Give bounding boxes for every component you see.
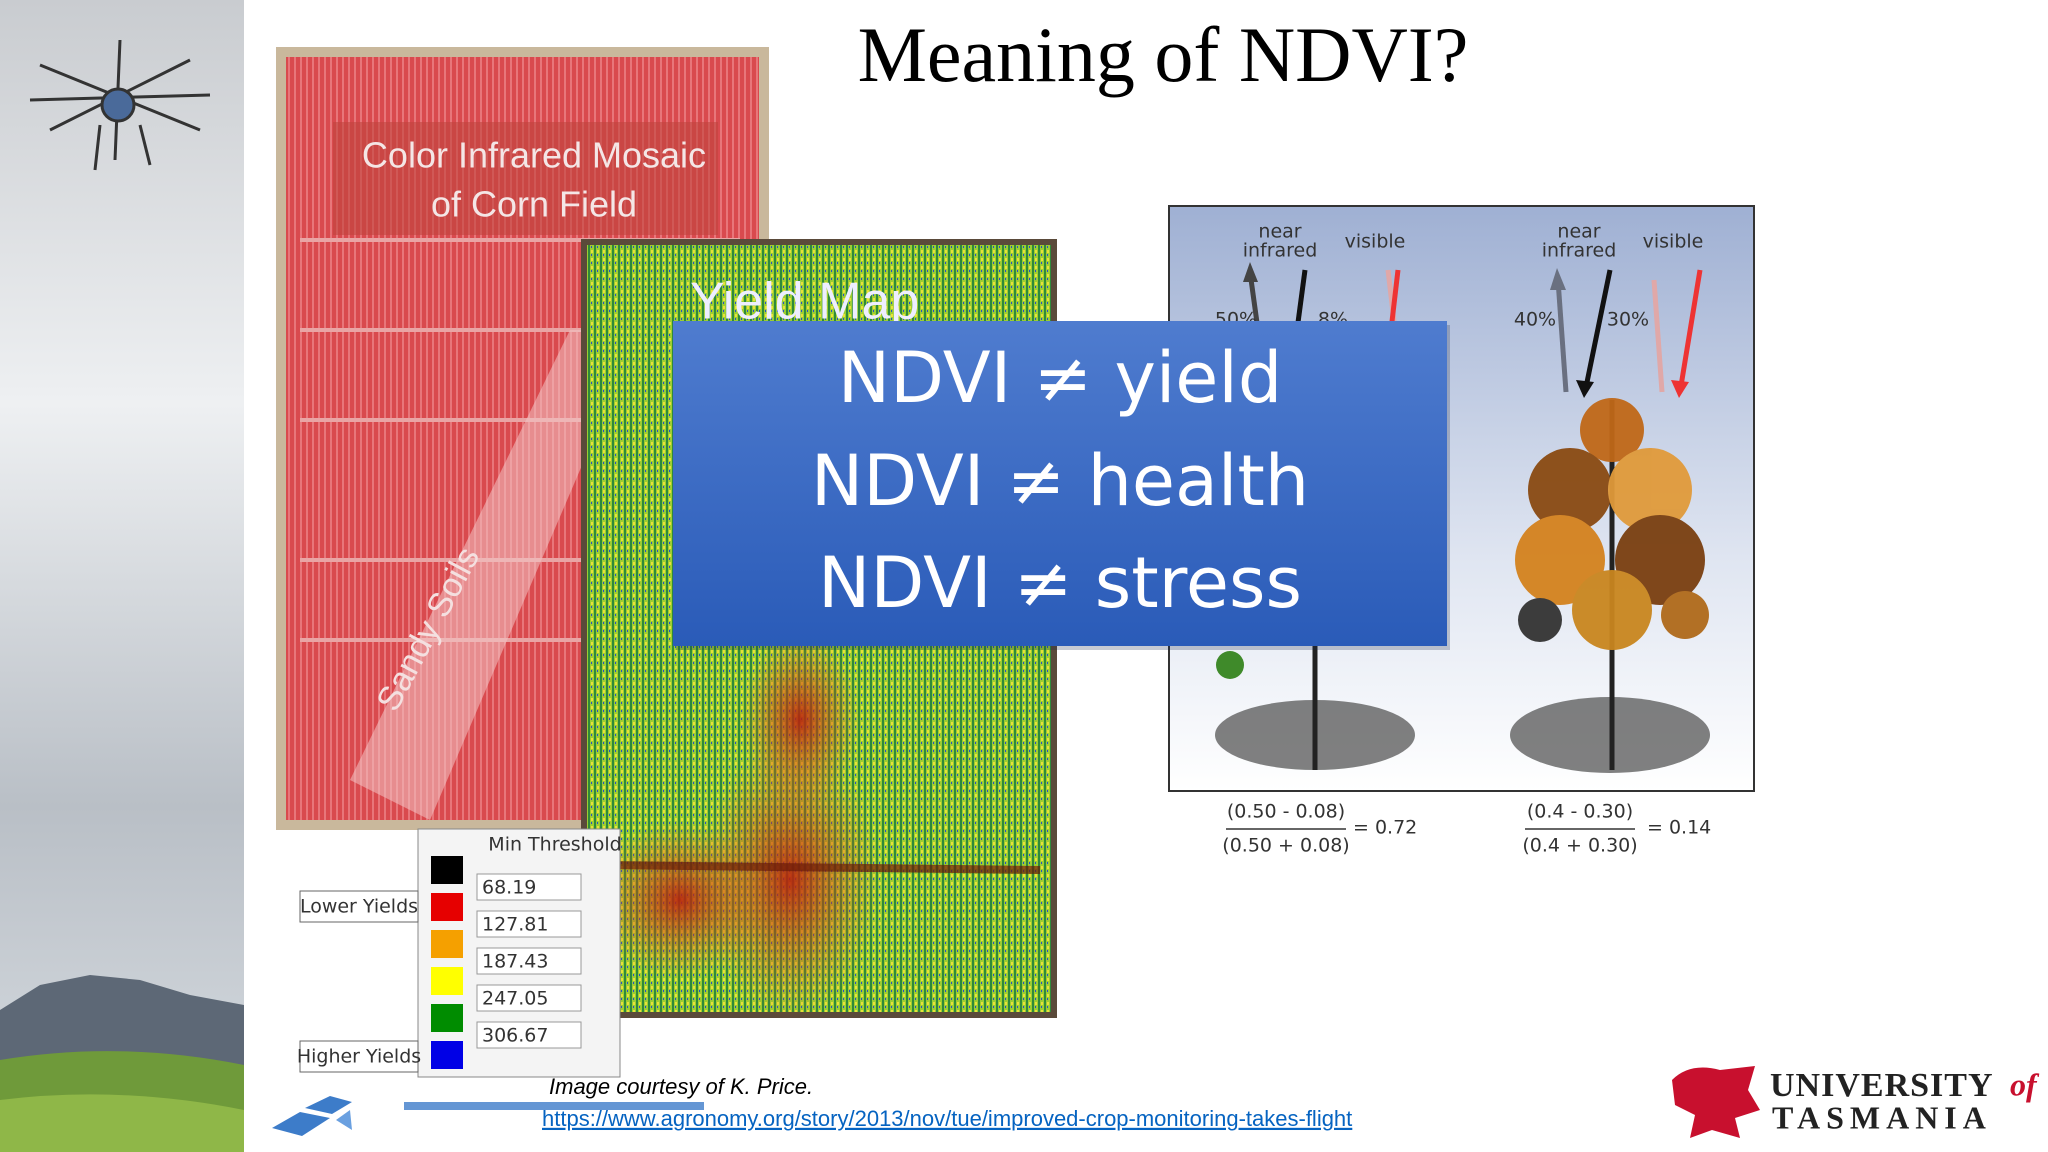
source-link[interactable]: https://www.agronomy.org/story/2013/nov/… xyxy=(542,1106,1352,1131)
visible-label: visible xyxy=(1345,231,1406,253)
denominator: (0.50 + 0.08) xyxy=(1222,835,1349,857)
visible-label: visible xyxy=(1643,231,1704,253)
ndvi-result: = 0.72 xyxy=(1353,817,1417,839)
denominator: (0.4 + 0.30) xyxy=(1522,835,1637,857)
numerator: (0.50 - 0.08) xyxy=(1227,801,1345,823)
logo-of: of xyxy=(2010,1066,2040,1102)
nir-label: near xyxy=(1557,221,1600,243)
nir-label: infrared xyxy=(1243,240,1318,262)
threshold: 187.43 xyxy=(482,951,548,973)
nir-label: infrared xyxy=(1542,240,1617,262)
drone xyxy=(29,39,211,171)
callout-box: NDVI ≠ yield NDVI ≠ health NDVI ≠ stress xyxy=(673,321,1450,650)
callout-line: NDVI ≠ stress xyxy=(818,542,1302,624)
legend-header: Min Threshold xyxy=(488,834,621,856)
ndvi-formulas: (0.50 - 0.08) (0.50 + 0.08) = 0.72 (0.4 … xyxy=(1222,801,1711,857)
nir-label: near xyxy=(1258,221,1301,243)
corn-label: of Corn Field xyxy=(431,184,637,225)
corn-label: Color Infrared Mosaic xyxy=(362,135,706,176)
callout-line: NDVI ≠ health xyxy=(811,440,1309,522)
caption: Image courtesy of K. Price. xyxy=(549,1074,813,1099)
threshold: 68.19 xyxy=(482,877,536,899)
vis-percent: 30% xyxy=(1607,309,1649,331)
ndvi-result: = 0.14 xyxy=(1647,817,1711,839)
threshold: 247.05 xyxy=(482,988,548,1010)
threshold: 306.67 xyxy=(482,1025,548,1047)
logo-university: UNIVERSITY xyxy=(1770,1067,1994,1104)
slide-title: Meaning of NDVI? xyxy=(858,11,1469,98)
threshold: 127.81 xyxy=(482,914,548,936)
nir-percent: 40% xyxy=(1514,309,1556,331)
legend-higher: Higher Yields xyxy=(297,1046,421,1068)
utas-logo: UNIVERSITY of TASMANIA xyxy=(1672,1066,2040,1138)
logo-tasmania: TASMANIA xyxy=(1772,1099,1992,1135)
legend-lower: Lower Yields xyxy=(300,896,418,918)
terraluma-logo xyxy=(272,1096,704,1136)
reflectance-diagram: near infrared visible 50% 8% near infrar… xyxy=(1168,205,1755,792)
yield-legend: Min Threshold Lower Yields Higher Yields… xyxy=(297,828,622,1078)
callout-line: NDVI ≠ yield xyxy=(838,337,1283,419)
side-photo xyxy=(0,0,244,1152)
numerator: (0.4 - 0.30) xyxy=(1527,801,1633,823)
